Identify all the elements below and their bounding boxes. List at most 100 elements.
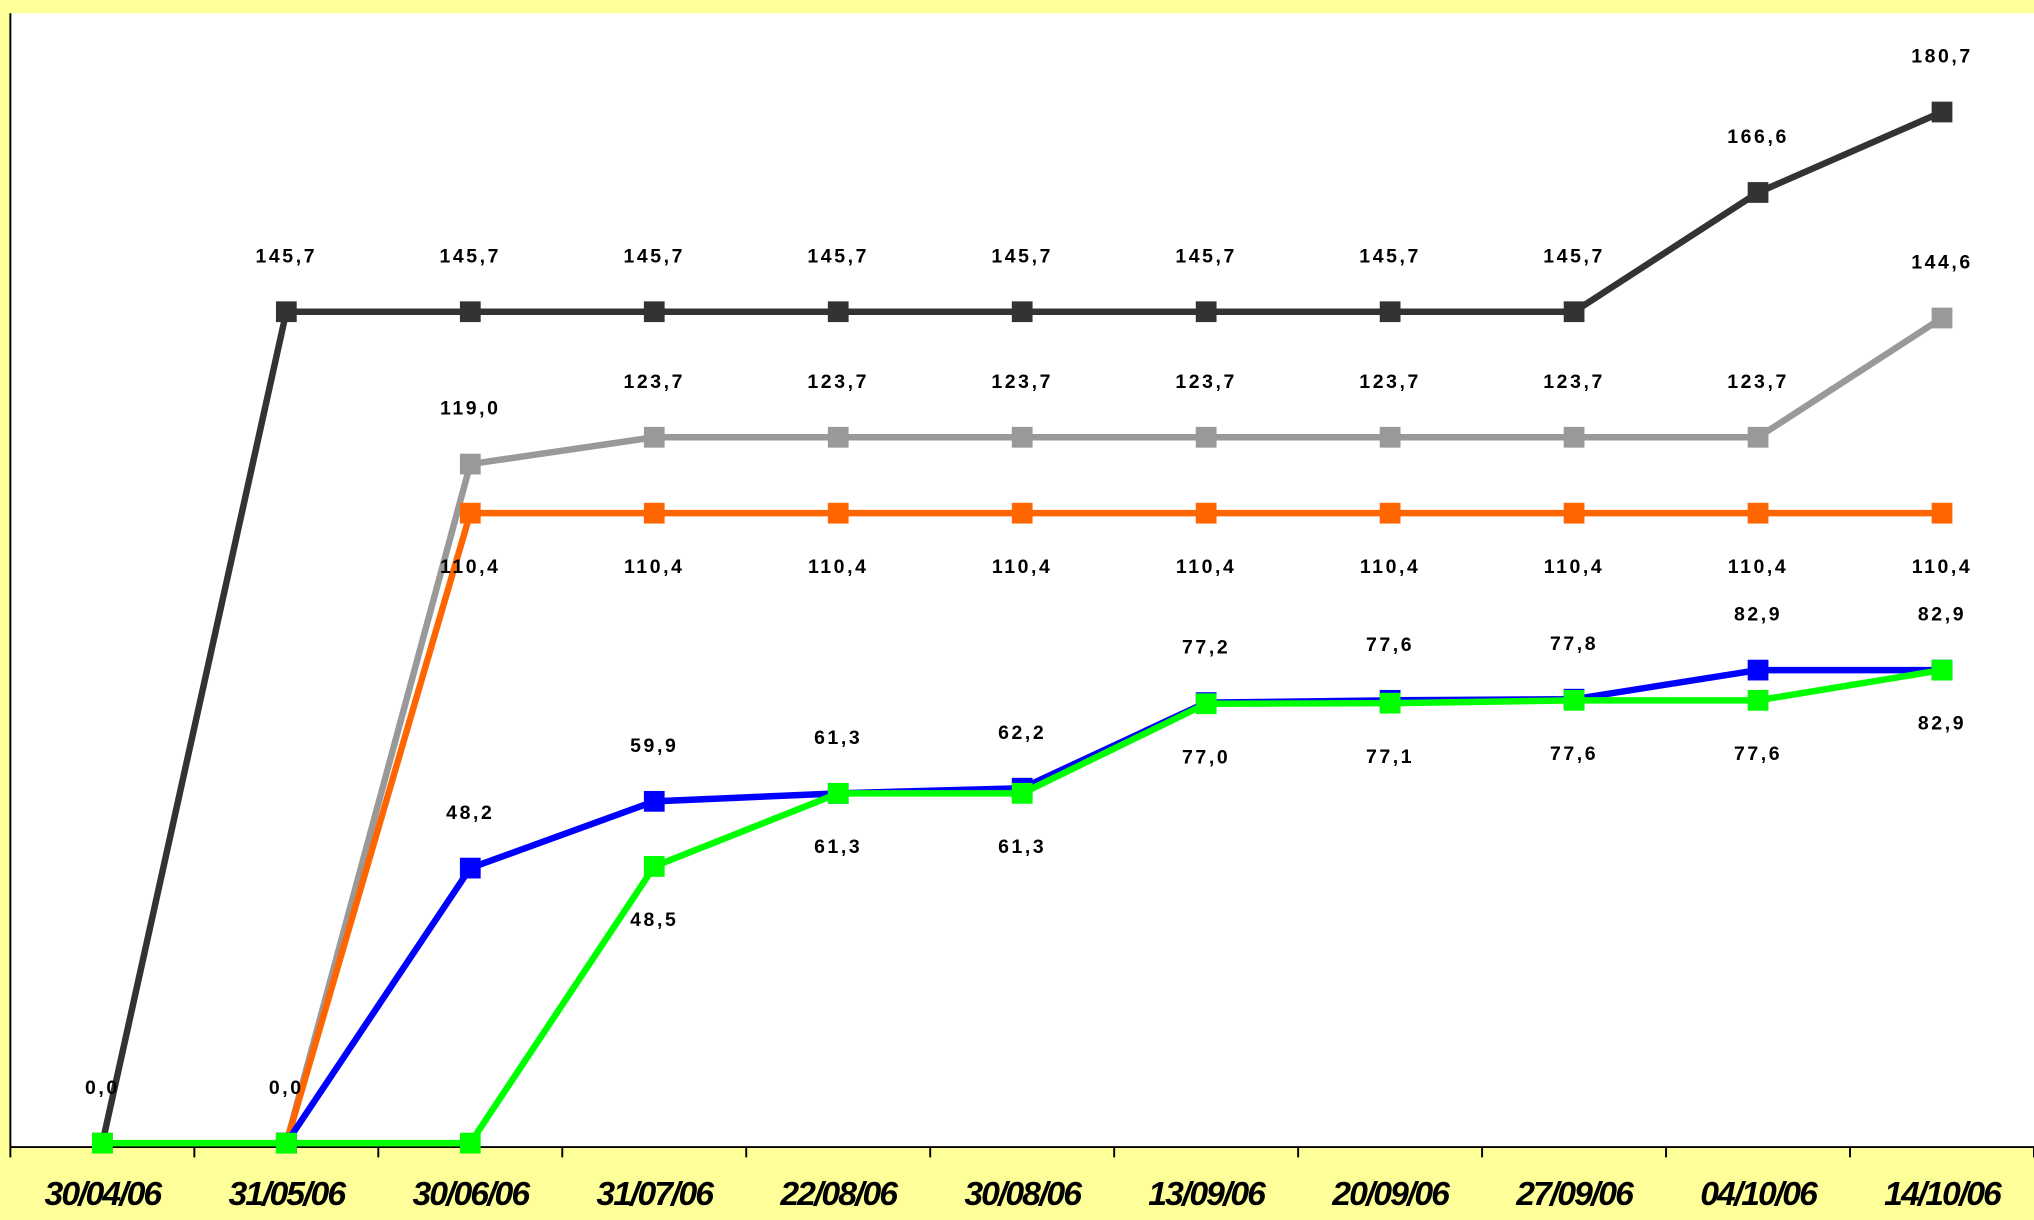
point-marker: [1379, 426, 1401, 448]
point-marker: [1195, 502, 1217, 524]
point-marker: [1379, 502, 1401, 524]
data-label: 119,0: [440, 398, 501, 420]
data-label: 110,4: [624, 556, 685, 578]
point-marker: [643, 426, 665, 448]
point-marker: [459, 857, 481, 879]
point-marker: [1011, 782, 1033, 804]
point-marker: [1931, 101, 1953, 123]
point-marker: [1563, 426, 1585, 448]
data-label: 48,5: [630, 909, 678, 931]
data-label: 110,4: [1544, 556, 1605, 578]
data-label: 145,7: [623, 245, 685, 267]
x-tick-label: 30/06/06: [412, 1175, 530, 1213]
point-marker: [459, 453, 481, 475]
point-marker: [1195, 426, 1217, 448]
data-label: 110,4: [992, 556, 1053, 578]
x-tick-label: 30/04/06: [45, 1175, 163, 1213]
data-label: 145,7: [1359, 245, 1421, 267]
data-label: 123,7: [1543, 371, 1605, 393]
point-marker: [827, 426, 849, 448]
point-marker: [643, 502, 665, 524]
data-label: 145,7: [1175, 245, 1237, 267]
data-label: 82,9: [1918, 604, 1966, 626]
point-marker: [643, 856, 665, 877]
data-label: 77,6: [1734, 743, 1782, 765]
data-label: 77,6: [1366, 634, 1414, 656]
data-label: 77,0: [1182, 746, 1230, 768]
data-label: 123,7: [1727, 371, 1789, 393]
data-label: 110,4: [1360, 556, 1421, 578]
point-marker: [1563, 502, 1585, 524]
data-label: 77,8: [1550, 633, 1598, 655]
data-label: 0,0: [269, 1077, 304, 1099]
data-label: 77,2: [1182, 636, 1230, 658]
data-label: 82,9: [1734, 604, 1782, 626]
data-label: 123,7: [623, 371, 685, 393]
point-marker: [1747, 426, 1769, 448]
data-label: 82,9: [1918, 713, 1966, 735]
data-label: 110,4: [808, 556, 869, 578]
data-label: 77,6: [1550, 743, 1598, 765]
point-marker: [1379, 301, 1401, 323]
data-label: 110,4: [1912, 556, 1973, 578]
data-label: 145,7: [1543, 245, 1605, 267]
x-tick-label: 30/08/06: [964, 1175, 1082, 1213]
point-marker: [1011, 426, 1033, 448]
point-marker: [643, 301, 665, 323]
point-marker: [1195, 301, 1217, 323]
data-label: 61,3: [814, 836, 862, 858]
point-marker: [1747, 659, 1769, 681]
point-marker: [827, 782, 849, 804]
point-marker: [459, 1132, 481, 1154]
point-marker: [643, 790, 665, 812]
point-marker: [275, 1132, 297, 1154]
data-label: 145,7: [439, 245, 501, 267]
data-label: 145,7: [991, 245, 1053, 267]
data-label: 145,7: [807, 245, 869, 267]
data-label: 77,1: [1366, 746, 1414, 768]
x-tick-label: 31/07/06: [596, 1175, 714, 1213]
x-tick-label: 31/05/06: [228, 1175, 346, 1213]
x-tick-label: 13/09/06: [1148, 1175, 1266, 1213]
data-label: 110,4: [1176, 556, 1237, 578]
point-marker: [459, 502, 481, 524]
data-label: 110,4: [1728, 556, 1789, 578]
plot-area: [10, 13, 2034, 1148]
point-marker: [1747, 182, 1769, 203]
data-label: 180,7: [1911, 46, 1973, 68]
point-marker: [1011, 502, 1033, 524]
data-label: 110,4: [440, 556, 501, 578]
point-marker: [1931, 502, 1953, 524]
point-marker: [1747, 502, 1769, 524]
x-tick-label: 27/09/06: [1515, 1175, 1634, 1213]
data-label: 123,7: [1175, 371, 1237, 393]
point-marker: [459, 301, 481, 323]
point-marker: [1931, 659, 1953, 681]
data-label: 61,3: [998, 836, 1046, 858]
point-marker: [1563, 301, 1585, 323]
point-marker: [275, 301, 297, 323]
point-marker: [1563, 689, 1585, 711]
x-tick-label: 04/10/06: [1700, 1175, 1818, 1213]
point-marker: [1195, 693, 1217, 715]
x-tick-label: 22/08/06: [779, 1175, 898, 1213]
x-tick-label: 20/09/06: [1331, 1175, 1450, 1213]
point-marker: [91, 1132, 113, 1154]
data-label: 59,9: [630, 735, 678, 757]
series-line: [283, 509, 1943, 1145]
point-marker: [827, 301, 849, 323]
data-label: 62,2: [998, 722, 1046, 744]
data-label: 166,6: [1727, 126, 1789, 148]
data-label: 123,7: [1359, 371, 1421, 393]
point-marker: [1931, 307, 1953, 329]
data-label: 48,2: [446, 802, 494, 824]
point-marker: [1379, 692, 1401, 714]
data-label: 123,7: [991, 371, 1053, 393]
data-label: 123,7: [807, 371, 869, 393]
data-label: 145,7: [256, 245, 318, 267]
x-tick-label: 14/10/06: [1884, 1175, 2002, 1213]
point-marker: [1747, 689, 1769, 711]
point-marker: [1011, 301, 1033, 323]
